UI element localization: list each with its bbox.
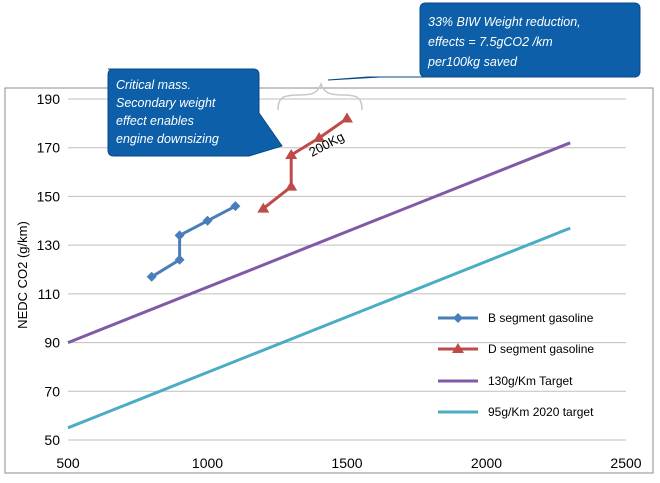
legend-label-95-target: 95g/Km 2020 target	[488, 405, 594, 419]
x-tick-label: 1000	[192, 455, 223, 471]
series-line-2	[67, 141, 571, 344]
y-tick-label: 90	[44, 335, 60, 351]
data-point-diamond	[230, 201, 241, 212]
y-tick-label: 110	[38, 286, 61, 302]
callout-critical-mass-line-4: engine downsizing	[116, 132, 219, 146]
data-point-triangle	[285, 149, 298, 160]
y-tick-label: 150	[37, 188, 61, 204]
legend-diamond-marker	[453, 313, 463, 323]
legend-entry-130-target: 130g/Km Target	[438, 374, 573, 388]
data-point-triangle	[341, 112, 353, 123]
x-tick-label: 2000	[471, 455, 502, 471]
callout-biw-line-3: per100kg saved	[427, 55, 518, 69]
data-point-diamond	[146, 271, 157, 282]
legend-entry-95-target: 95g/Km 2020 target	[438, 405, 594, 419]
legend-entry-d-segment: D segment gasoline	[438, 342, 594, 356]
y-tick-labels: 50 70 90 110 130 150 170 190	[37, 91, 61, 448]
callout-critical-mass: Critical mass. Secondary weight effect e…	[107, 68, 283, 157]
legend-label-d-segment: D segment gasoline	[488, 342, 594, 356]
x-tick-label: 2500	[610, 455, 641, 471]
y-tick-label: 130	[37, 237, 61, 253]
data-point-diamond	[202, 215, 213, 226]
y-tick-label: 50	[44, 432, 60, 448]
callout-biw-line-2: effects = 7.5gCO2 /km	[428, 35, 553, 49]
y-tick-label: 70	[44, 383, 60, 399]
weight-bracket	[277, 81, 363, 111]
data-point-triangle	[285, 180, 298, 191]
legend-entry-b-segment: B segment gasoline	[438, 311, 594, 325]
x-tick-label: 1500	[331, 455, 362, 471]
data-point-triangle	[257, 202, 270, 213]
legend-label-b-segment: B segment gasoline	[488, 311, 594, 325]
x-tick-labels: 500 1000 1500 2000 2500	[56, 455, 641, 471]
data-point-triangle	[313, 131, 326, 142]
legend-triangle-marker	[452, 343, 464, 353]
x-tick-label: 500	[56, 455, 80, 471]
series-line-3	[67, 226, 571, 430]
y-tick-label: 170	[37, 140, 61, 156]
callout-biw-line-1: 33% BIW Weight reduction,	[428, 15, 581, 29]
callout-critical-mass-line-3: effect enables	[116, 114, 194, 128]
series-layer	[67, 112, 571, 430]
data-point-diamond	[174, 230, 185, 241]
legend-label-130-target: 130g/Km Target	[488, 374, 573, 388]
callout-critical-mass-line-2: Secondary weight	[116, 96, 216, 110]
y-axis-label: NEDC CO2 (g/km)	[15, 221, 30, 329]
y-tick-label: 190	[37, 91, 61, 107]
data-point-diamond	[174, 254, 185, 265]
legend: B segment gasoline D segment gasoline 13…	[438, 311, 594, 419]
callout-critical-mass-line-1: Critical mass.	[116, 78, 191, 92]
callout-biw: 33% BIW Weight reduction, effects = 7.5g…	[327, 2, 641, 81]
